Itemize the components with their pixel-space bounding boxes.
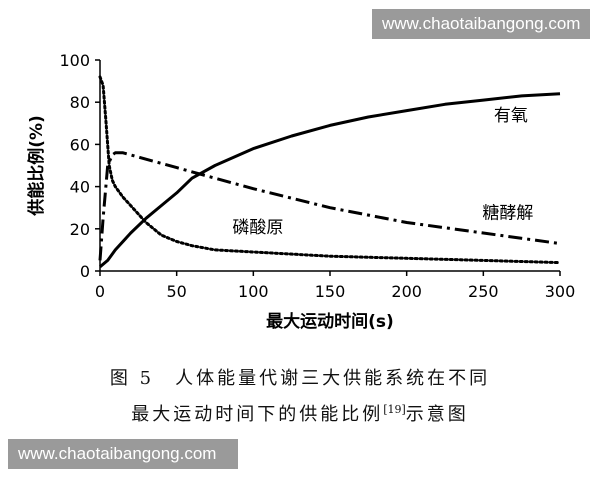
series-annotation-3: 磷酸原 [232,218,283,238]
caption-tail: 示意图 [405,404,469,425]
series-line-3 [98,151,561,261]
x-tick-label: 0 [95,282,105,301]
watermark-top: www.chaotaibangong.com [372,9,590,39]
chart-series [98,75,562,268]
caption-main: 最大运动时间下的供能比例 [131,404,384,425]
x-tick-label: 150 [315,282,346,301]
y-tick-label: 20 [70,220,90,239]
chart-axes: 0 20 40 60 80 100 0 50 100 150 200 250 300 最大运动时间(s) 供… [26,51,575,332]
y-tick-label: 40 [70,178,90,197]
series-annotation-1: 有氧 [494,106,528,126]
x-tick-label: 200 [391,282,422,301]
x-axis-label: 最大运动时间(s) [266,311,394,332]
x-tick-label: 50 [166,282,186,301]
x-tick-label: 300 [545,282,576,301]
series-line-1 [99,92,561,268]
y-axis-label: 供能比例(%) [26,115,47,217]
y-tick-label: 60 [70,135,90,154]
caption-reference: [19] [383,403,406,416]
x-tick-label: 250 [468,282,499,301]
series-line-2 [98,75,562,265]
series-annotation-2: 糖酵解 [482,203,533,223]
y-tick-label: 0 [80,262,90,281]
watermark-bottom: www.chaotaibangong.com [8,439,238,469]
x-tick-label: 100 [238,282,269,301]
y-tick-label: 100 [59,51,90,70]
figure-caption-line2: 最大运动时间下的供能比例[19]示意图 [0,400,600,426]
figure-caption-line1: 图 5 人体能量代谢三大供能系统在不同 [109,368,491,389]
y-tick-label: 80 [70,93,90,112]
